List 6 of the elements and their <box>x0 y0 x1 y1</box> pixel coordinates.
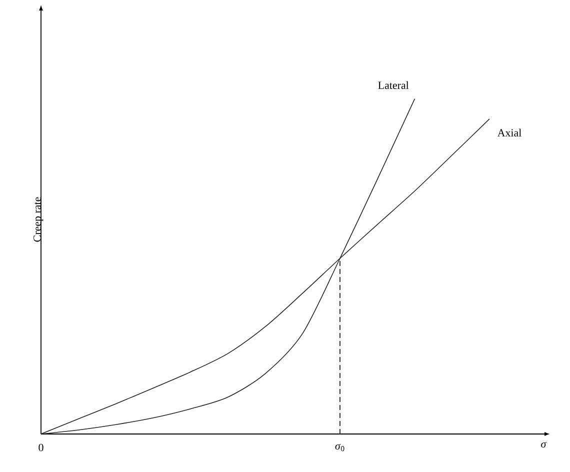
series-label: Lateral <box>378 81 409 89</box>
x-axis-title: σ <box>541 442 546 448</box>
series-label: Axial <box>497 128 522 137</box>
y-axis-title: Creep rate <box>34 197 44 242</box>
x-tick-label: σ$_{0}$ <box>335 444 344 452</box>
x-tick-label: 0 <box>38 444 44 452</box>
